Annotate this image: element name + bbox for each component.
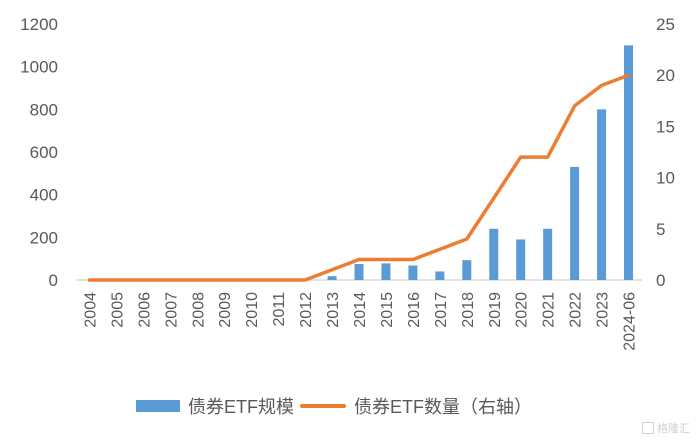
watermark-text: 格隆汇 (657, 423, 690, 435)
x-tick-label: 2015 (379, 292, 396, 328)
bar (462, 260, 472, 280)
x-tick-label: 2024-06 (622, 292, 639, 351)
left-tick-label: 1200 (20, 15, 58, 34)
right-tick-label: 0 (656, 271, 665, 290)
bar (597, 109, 607, 280)
x-tick-label: 2007 (163, 292, 180, 328)
bar (381, 263, 391, 280)
bar (408, 265, 418, 280)
bar (570, 166, 580, 280)
right-tick-label: 15 (656, 117, 675, 136)
left-tick-label: 600 (30, 143, 58, 162)
x-tick-label: 2006 (136, 292, 153, 328)
x-tick-label: 2018 (460, 292, 477, 328)
watermark: 格隆汇 (642, 420, 690, 436)
legend-item-line: 债券ETF数量（右轴） (300, 393, 532, 419)
x-tick-label: 2023 (595, 292, 612, 328)
x-tick-label: 2013 (325, 292, 342, 328)
line-swatch-icon (300, 404, 346, 408)
left-tick-label: 800 (30, 100, 58, 119)
x-tick-label: 2005 (109, 292, 126, 328)
right-tick-label: 5 (656, 220, 665, 239)
x-tick-label: 2012 (298, 292, 315, 328)
left-tick-label: 400 (30, 186, 58, 205)
legend-item-bar: 债券ETF规模 (136, 393, 294, 419)
line-series (87, 73, 631, 282)
right-tick-label: 20 (656, 66, 675, 85)
bar (543, 228, 553, 280)
left-y-axis: 0 200 400 600 800 1000 1200 (20, 15, 58, 290)
bar (489, 228, 499, 280)
bar (435, 271, 445, 280)
x-tick-label: 2009 (217, 292, 234, 328)
x-tick-label: 2020 (514, 292, 531, 328)
bar-swatch-icon (136, 400, 180, 412)
legend-line-label: 债券ETF数量（右轴） (354, 397, 532, 417)
x-tick-label: 2021 (541, 292, 558, 328)
x-tick-label: 2016 (406, 292, 423, 328)
legend: 债券ETF规模 债券ETF数量（右轴） (136, 394, 538, 418)
left-tick-label: 200 (30, 228, 58, 247)
x-tick-label: 2017 (433, 292, 450, 328)
x-tick-label: 2010 (244, 292, 261, 328)
bar (624, 45, 634, 281)
x-tick-label: 2004 (82, 292, 99, 328)
legend-bar-label: 债券ETF规模 (188, 397, 294, 417)
bar (516, 239, 526, 280)
x-tick-label: 2022 (568, 292, 585, 328)
left-tick-label: 0 (49, 271, 58, 290)
right-y-axis: 0 5 10 15 20 25 (656, 15, 675, 290)
watermark-logo-icon (642, 422, 654, 434)
x-tick-label: 2019 (487, 292, 504, 328)
right-tick-label: 10 (656, 169, 675, 188)
x-tick-label: 2014 (352, 292, 369, 328)
x-tick-label: 2008 (190, 292, 207, 328)
x-axis-labels: 2004 2005 2006 2007 2008 2009 2010 2011 2012 2013… (82, 292, 638, 351)
bar (354, 264, 364, 280)
bar-series (327, 45, 634, 281)
x-tick-label: 2011 (271, 292, 288, 327)
bar (327, 276, 337, 280)
right-tick-label: 25 (656, 15, 675, 34)
left-tick-label: 1000 (20, 58, 58, 77)
